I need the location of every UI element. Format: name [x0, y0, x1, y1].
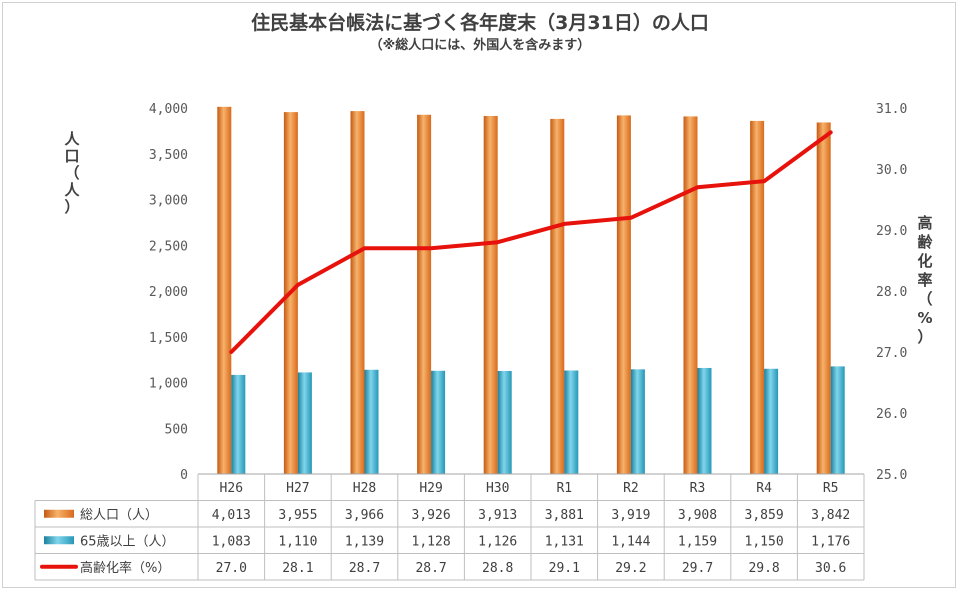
table-value: 4,013	[212, 508, 251, 523]
bar-elderly-population	[697, 367, 712, 474]
table-value: 1,128	[412, 534, 451, 549]
bar-total-population	[616, 115, 631, 474]
chart-subtitle: （※総人口には、外国人を含みます）	[369, 38, 591, 53]
bar-elderly-population	[431, 370, 446, 474]
left-axis-tick-label: 3,500	[149, 148, 188, 163]
table-row-label: 高齢化率（%）	[80, 560, 170, 576]
bar-elderly-population	[297, 372, 312, 474]
category-label: H30	[486, 481, 509, 496]
bar-total-population	[483, 115, 498, 474]
table-value: 3,913	[478, 508, 517, 523]
legend-key-total-population	[44, 509, 74, 518]
left-axis-tick-label: 3,000	[149, 194, 188, 209]
table-value: 3,926	[412, 508, 451, 523]
category-label: H26	[220, 481, 243, 496]
table-value: 29.7	[682, 561, 713, 576]
right-axis-tick-label: 27.0	[876, 346, 907, 361]
category-label: H27	[286, 481, 309, 496]
table-value: 28.7	[415, 561, 446, 576]
category-label: R4	[756, 481, 772, 496]
table-value: 29.1	[549, 561, 580, 576]
left-axis-tick-label: 0	[180, 468, 188, 483]
table-value: 30.6	[815, 561, 846, 576]
right-axis-tick-label: 31.0	[876, 102, 907, 117]
table-value: 28.1	[282, 561, 313, 576]
table-value: 1,083	[212, 534, 251, 549]
right-axis-tick-label: 25.0	[876, 468, 907, 483]
table-value: 29.8	[748, 561, 779, 576]
bar-elderly-population	[830, 366, 845, 474]
category-label: H28	[353, 481, 376, 496]
bar-elderly-population	[564, 370, 579, 474]
table-value: 28.7	[349, 561, 380, 576]
bar-elderly-population	[630, 369, 645, 474]
left-axis-tick-label: 1,000	[149, 377, 188, 392]
bar-total-population	[750, 120, 765, 475]
legend-key-elderly-population	[44, 536, 74, 545]
bar-total-population	[217, 106, 232, 475]
bar-elderly-population	[764, 368, 779, 474]
table-value: 3,955	[278, 508, 317, 523]
table-value: 1,176	[811, 534, 850, 549]
category-label: R1	[556, 481, 572, 496]
bar-total-population	[350, 111, 365, 475]
table-value: 1,139	[345, 534, 384, 549]
right-axis-tick-label: 30.0	[876, 163, 907, 178]
bar-elderly-population	[364, 369, 379, 474]
right-axis-title: 高齢化率（%）	[917, 214, 933, 346]
left-axis-title: 人口（人）	[64, 130, 80, 216]
table-value: 3,966	[345, 508, 384, 523]
right-axis-tick-label: 29.0	[876, 224, 907, 239]
table-value: 3,919	[611, 508, 650, 523]
left-axis-tick-label: 2,500	[149, 239, 188, 254]
aging-rate-line	[229, 130, 833, 354]
table-value: 1,159	[678, 534, 717, 549]
right-axis-tick-label: 26.0	[876, 407, 907, 422]
left-axis-tick-label: 2,000	[149, 285, 188, 300]
table-value: 1,131	[545, 534, 584, 549]
bar-total-population	[683, 116, 698, 474]
table-value: 1,144	[611, 534, 650, 549]
bar-total-population	[816, 122, 831, 474]
right-axis-tick-label: 28.0	[876, 285, 907, 300]
chart-title: 住民基本台帳法に基づく各年度末（3月31日）の人口	[251, 12, 709, 34]
table-value: 27.0	[216, 561, 247, 576]
table-value: 1,110	[278, 534, 317, 549]
bar-elderly-population	[497, 370, 512, 474]
table-value: 3,859	[745, 508, 784, 523]
category-label: H29	[419, 481, 442, 496]
table-value: 1,126	[478, 534, 517, 549]
bar-elderly-population	[231, 374, 246, 474]
table-value: 3,908	[678, 508, 717, 523]
bar-total-population	[417, 114, 432, 474]
category-label: R2	[623, 481, 639, 496]
table-value: 3,881	[545, 508, 584, 523]
table-value: 1,150	[745, 534, 784, 549]
table-value: 3,842	[811, 508, 850, 523]
bar-total-population	[550, 118, 565, 475]
table-row-label: 総人口（人）	[80, 508, 158, 523]
table-value: 29.2	[615, 561, 646, 576]
left-axis-tick-label: 500	[165, 422, 188, 437]
table-value: 28.8	[482, 561, 513, 576]
left-axis-tick-label: 4,000	[149, 102, 188, 117]
table-row-label: 65歳以上（人）	[80, 534, 175, 549]
category-label: R3	[690, 481, 706, 496]
category-label: R5	[823, 481, 839, 496]
left-axis-tick-label: 1,500	[149, 331, 188, 346]
